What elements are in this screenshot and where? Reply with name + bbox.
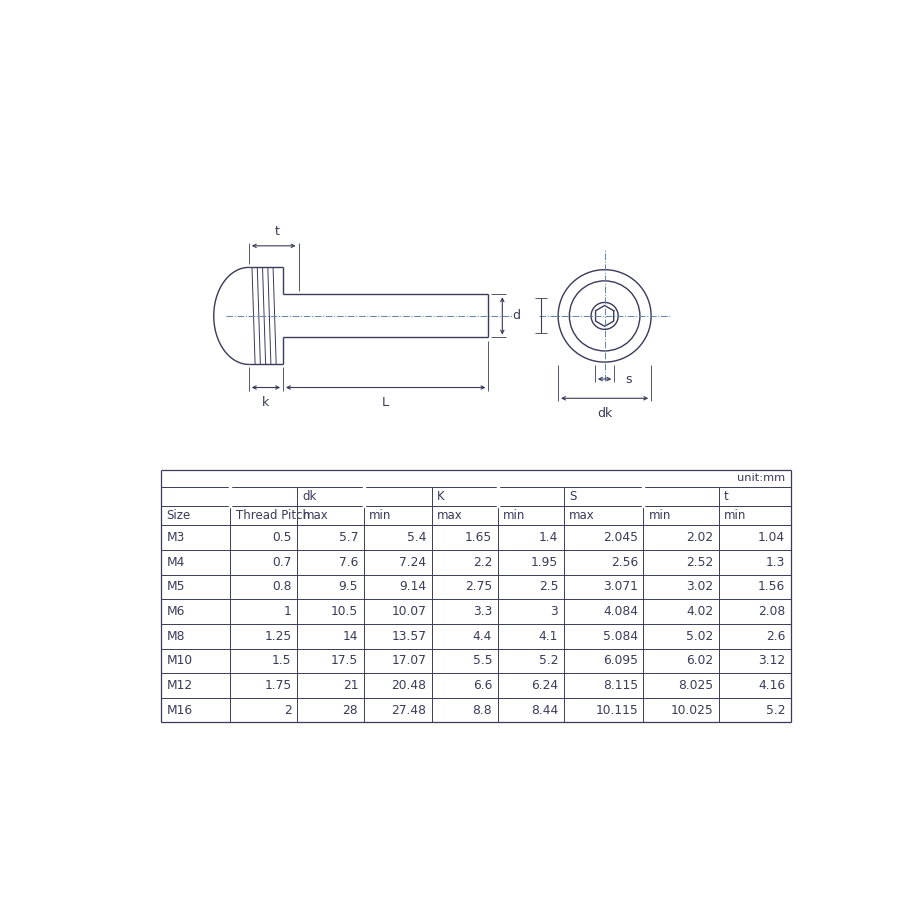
Text: max: max <box>569 509 595 522</box>
Text: 2.56: 2.56 <box>611 556 638 569</box>
Text: 7.6: 7.6 <box>338 556 358 569</box>
Text: 3.12: 3.12 <box>758 654 785 668</box>
Text: 8.44: 8.44 <box>531 704 558 716</box>
Text: 6.095: 6.095 <box>603 654 638 668</box>
Text: 3.3: 3.3 <box>472 605 492 618</box>
Text: 0.5: 0.5 <box>272 531 292 544</box>
Text: 6.24: 6.24 <box>531 679 558 692</box>
Text: 10.115: 10.115 <box>595 704 638 716</box>
Text: M12: M12 <box>166 679 193 692</box>
Text: Size: Size <box>166 509 190 522</box>
Text: 2.08: 2.08 <box>758 605 785 618</box>
Text: 28: 28 <box>343 704 358 716</box>
Text: 10.025: 10.025 <box>670 704 713 716</box>
Text: 6.02: 6.02 <box>686 654 713 668</box>
Text: t: t <box>724 490 729 503</box>
Text: 1.04: 1.04 <box>758 531 785 544</box>
Text: L: L <box>382 396 389 410</box>
Text: max: max <box>437 509 463 522</box>
Text: K: K <box>437 490 445 503</box>
Text: 8.025: 8.025 <box>678 679 713 692</box>
Text: 3.071: 3.071 <box>603 580 638 593</box>
Text: unit:mm: unit:mm <box>737 473 785 483</box>
Text: 3.02: 3.02 <box>686 580 713 593</box>
Text: 5.7: 5.7 <box>338 531 358 544</box>
Text: 1.25: 1.25 <box>265 630 292 643</box>
Text: min: min <box>369 509 392 522</box>
Text: 2: 2 <box>284 704 292 716</box>
Text: 5.5: 5.5 <box>472 654 492 668</box>
Text: 2.2: 2.2 <box>472 556 492 569</box>
Text: 4.4: 4.4 <box>472 630 492 643</box>
Text: M10: M10 <box>166 654 193 668</box>
Text: 5.02: 5.02 <box>686 630 713 643</box>
Text: t: t <box>275 226 280 239</box>
Text: min: min <box>649 509 671 522</box>
Text: 8.8: 8.8 <box>472 704 492 716</box>
Text: 10.5: 10.5 <box>331 605 358 618</box>
Text: 4.16: 4.16 <box>758 679 785 692</box>
Text: 7.24: 7.24 <box>400 556 427 569</box>
Text: dk: dk <box>597 407 612 420</box>
Text: 1.65: 1.65 <box>465 531 492 544</box>
Text: 2.75: 2.75 <box>465 580 492 593</box>
Text: 10.07: 10.07 <box>392 605 427 618</box>
Text: 1.4: 1.4 <box>539 531 558 544</box>
Text: 5.2: 5.2 <box>538 654 558 668</box>
Text: 0.8: 0.8 <box>272 580 292 593</box>
Text: 2.02: 2.02 <box>686 531 713 544</box>
Text: S: S <box>569 490 576 503</box>
Text: M5: M5 <box>166 580 185 593</box>
Text: 2.5: 2.5 <box>538 580 558 593</box>
Text: Thread Pitch: Thread Pitch <box>236 509 310 522</box>
Text: 1.56: 1.56 <box>758 580 785 593</box>
Text: dk: dk <box>302 490 317 503</box>
Text: s: s <box>625 373 632 385</box>
Text: M3: M3 <box>166 531 185 544</box>
Text: 8.115: 8.115 <box>603 679 638 692</box>
Text: 4.1: 4.1 <box>539 630 558 643</box>
Text: 27.48: 27.48 <box>392 704 427 716</box>
Text: 2.6: 2.6 <box>766 630 785 643</box>
Text: 20.48: 20.48 <box>392 679 427 692</box>
Text: 4.084: 4.084 <box>603 605 638 618</box>
Text: 5.2: 5.2 <box>766 704 785 716</box>
Text: 3: 3 <box>551 605 558 618</box>
Text: 17.07: 17.07 <box>392 654 427 668</box>
Text: 13.57: 13.57 <box>392 630 427 643</box>
Text: k: k <box>262 396 270 410</box>
Text: d: d <box>512 310 520 322</box>
Text: min: min <box>503 509 526 522</box>
Text: M4: M4 <box>166 556 185 569</box>
Text: 1: 1 <box>284 605 292 618</box>
Text: M8: M8 <box>166 630 185 643</box>
Text: 1.3: 1.3 <box>766 556 785 569</box>
Text: 2.52: 2.52 <box>686 556 713 569</box>
Text: 9.5: 9.5 <box>338 580 358 593</box>
Text: M16: M16 <box>166 704 193 716</box>
Text: min: min <box>724 509 746 522</box>
Text: 4.02: 4.02 <box>686 605 713 618</box>
Text: max: max <box>302 509 328 522</box>
Text: 17.5: 17.5 <box>331 654 358 668</box>
Text: 5.4: 5.4 <box>407 531 427 544</box>
Text: 14: 14 <box>343 630 358 643</box>
Text: M6: M6 <box>166 605 185 618</box>
Text: 2.045: 2.045 <box>603 531 638 544</box>
Text: 5.084: 5.084 <box>603 630 638 643</box>
Text: 6.6: 6.6 <box>472 679 492 692</box>
Text: 1.5: 1.5 <box>272 654 292 668</box>
Text: 21: 21 <box>343 679 358 692</box>
Text: 1.75: 1.75 <box>265 679 292 692</box>
Text: 0.7: 0.7 <box>272 556 292 569</box>
Text: 1.95: 1.95 <box>531 556 558 569</box>
Text: 9.14: 9.14 <box>400 580 427 593</box>
